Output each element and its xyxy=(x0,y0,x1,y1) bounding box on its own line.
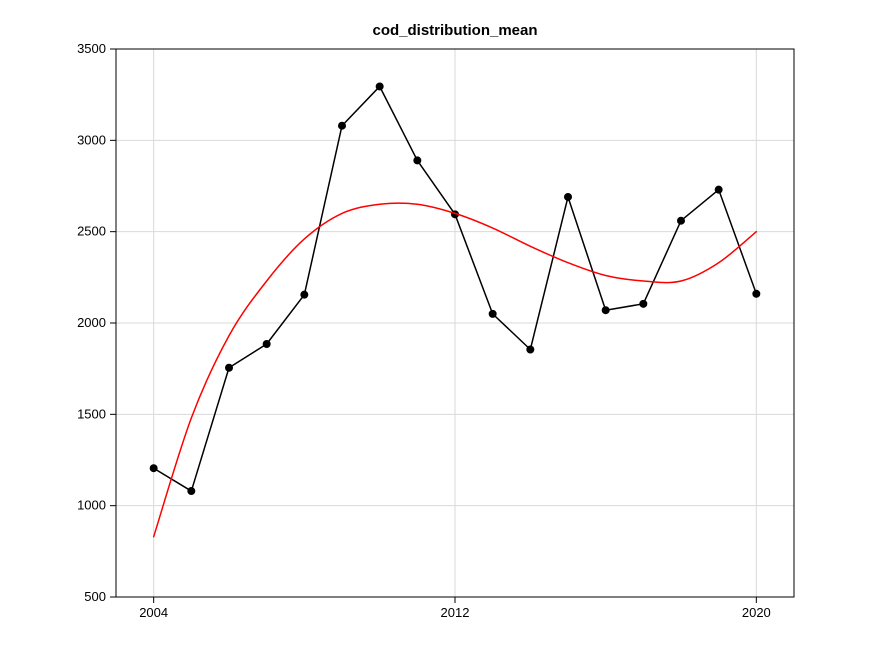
marker-raw xyxy=(565,193,572,200)
xtick-label: 2020 xyxy=(742,605,771,620)
chart-title: cod_distribution_mean xyxy=(372,22,537,39)
marker-raw xyxy=(753,290,760,297)
marker-raw xyxy=(150,465,157,472)
ytick-label: 500 xyxy=(84,589,106,604)
xtick-label: 2012 xyxy=(441,605,470,620)
ytick-label: 2500 xyxy=(77,224,106,239)
marker-raw xyxy=(489,310,496,317)
ytick-label: 3000 xyxy=(77,132,106,147)
marker-raw xyxy=(527,346,534,353)
ytick-label: 2000 xyxy=(77,315,106,330)
marker-raw xyxy=(376,83,383,90)
marker-raw xyxy=(263,341,270,348)
marker-raw xyxy=(226,364,233,371)
chart-svg: 2004 2012 2020 500 1000 1500 2000 2500 3000 3500 c… xyxy=(0,0,875,656)
marker-raw xyxy=(715,186,722,193)
ytick-label: 3500 xyxy=(77,41,106,56)
marker-raw xyxy=(188,488,195,495)
marker-raw xyxy=(678,217,685,224)
chart-container: 2004 2012 2020 500 1000 1500 2000 2500 3000 3500 c… xyxy=(0,0,875,656)
marker-raw xyxy=(301,291,308,298)
ytick-label: 1000 xyxy=(77,498,106,513)
marker-raw xyxy=(602,307,609,314)
marker-raw xyxy=(414,157,421,164)
ytick-label: 1500 xyxy=(77,406,106,421)
marker-raw xyxy=(640,300,647,307)
marker-raw xyxy=(339,122,346,129)
xtick-label: 2004 xyxy=(139,605,168,620)
